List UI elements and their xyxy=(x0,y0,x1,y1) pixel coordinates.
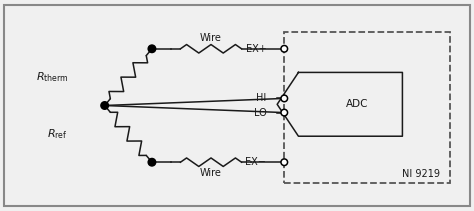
Text: Wire: Wire xyxy=(200,33,222,43)
Circle shape xyxy=(281,95,288,102)
Circle shape xyxy=(281,159,288,165)
Text: EX+: EX+ xyxy=(246,44,266,54)
Circle shape xyxy=(148,158,156,166)
Text: EX−: EX− xyxy=(246,157,266,167)
Text: LO: LO xyxy=(254,108,266,118)
Circle shape xyxy=(281,46,288,52)
Circle shape xyxy=(281,109,288,116)
Text: ADC: ADC xyxy=(346,99,369,109)
Text: $R_{\rm therm}$: $R_{\rm therm}$ xyxy=(36,70,69,84)
Text: $R_{\rm ref}$: $R_{\rm ref}$ xyxy=(47,127,68,141)
Bar xyxy=(284,32,450,184)
Text: Wire: Wire xyxy=(200,168,222,178)
Circle shape xyxy=(101,102,109,109)
Text: NI 9219: NI 9219 xyxy=(402,169,440,179)
Text: HI: HI xyxy=(256,93,266,103)
Circle shape xyxy=(148,45,156,53)
